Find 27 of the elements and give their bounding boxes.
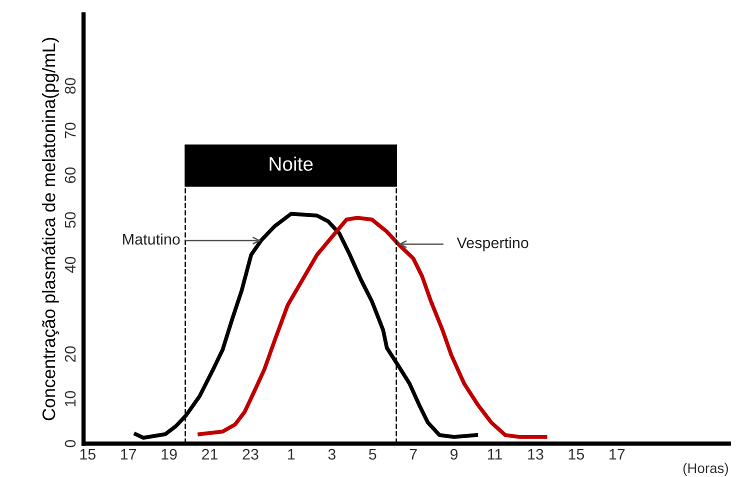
y-axis-title: Concentração plasmática de melatonina(pg/mL) bbox=[42, 38, 59, 420]
annotation: Vespertino bbox=[456, 237, 528, 252]
y-tick-label: 40 bbox=[64, 256, 76, 273]
x-tick-label: 9 bbox=[450, 448, 458, 460]
x-tick-label: 11 bbox=[488, 449, 502, 460]
y-tick-label: 20 bbox=[64, 346, 76, 362]
x-tick-label: 15 bbox=[568, 449, 584, 460]
x-tick-label: 5 bbox=[368, 449, 376, 460]
annotation: Matutino bbox=[123, 233, 180, 245]
x-tick-label: 17 bbox=[610, 449, 625, 460]
x-tick-label: 15 bbox=[80, 449, 96, 460]
x-tick-label: 7 bbox=[410, 449, 417, 460]
y-tick-label: 60 bbox=[64, 167, 76, 184]
y-tick-label: 70 bbox=[64, 122, 76, 138]
x-tick-label: 3 bbox=[328, 448, 336, 460]
x-tick-label: 23 bbox=[242, 448, 258, 460]
x-tick-label: 21 bbox=[202, 448, 218, 460]
x-axis-title: (Horas) bbox=[683, 462, 728, 476]
y-tick-label: 0 bbox=[64, 440, 76, 448]
x-tick-label: 19 bbox=[162, 448, 177, 460]
y-tick-label: 80 bbox=[64, 78, 76, 94]
x-tick-label: 1 bbox=[288, 449, 295, 460]
band-label: Noite bbox=[270, 156, 313, 171]
x-tick-label: 17 bbox=[121, 449, 136, 460]
x-tick-label: 13 bbox=[528, 448, 544, 460]
y-tick-label: 10 bbox=[64, 390, 76, 406]
y-tick-label: 50 bbox=[64, 212, 76, 228]
